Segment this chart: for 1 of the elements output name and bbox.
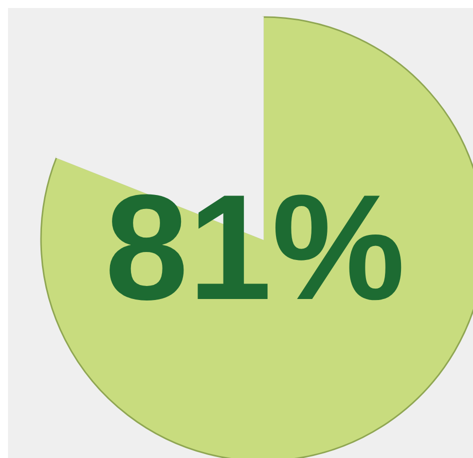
data-label: 81% — [104, 163, 406, 331]
